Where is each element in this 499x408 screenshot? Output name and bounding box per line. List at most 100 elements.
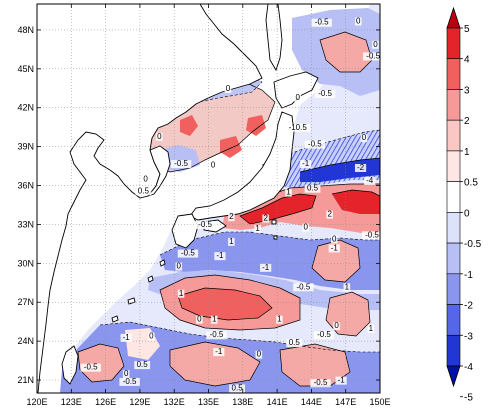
contour-label-bg [196, 315, 203, 324]
colorbar-tick-label: 0 [464, 208, 470, 219]
colorbar-band [446, 212, 461, 244]
sakhalin-island [265, 4, 283, 72]
contour-label-bg [354, 163, 367, 172]
contour-label-bg [148, 332, 155, 341]
korean-peninsula [146, 145, 171, 197]
lon-tick-label: 144E [301, 397, 322, 407]
contour-line [325, 291, 371, 337]
contour-label: 0 [303, 223, 308, 232]
contour-label: 0.5 [307, 184, 319, 193]
contour-label: 0 [362, 133, 367, 142]
izu-island [273, 235, 278, 240]
colorbar: 5 4 3 2 1 0.5 0 -0.5 -1 -2 -3 -4 -5 [446, 6, 482, 404]
colorbar-tick-label: -2 [464, 301, 473, 312]
contour-label: -0.5 [181, 249, 195, 258]
contour-label: -0.5 [296, 282, 310, 291]
mainland-asia [37, 4, 263, 393]
colorbar-bottom-arrow [446, 365, 461, 388]
contour-label-bg [354, 17, 362, 26]
contour-label-bg [209, 161, 217, 170]
ryukyu-island [111, 315, 119, 323]
contour-label: -1 [338, 376, 346, 385]
lat-tick-label: 42N [17, 103, 34, 113]
contour-line [299, 157, 380, 173]
contour-label: -0.5 [317, 330, 331, 339]
colorbar-band [446, 304, 461, 336]
taiwan-island [61, 345, 79, 385]
southern-red-west [78, 344, 124, 382]
colorbar-tick-label: -0.5 [464, 239, 482, 250]
contour-label: -0.5 [210, 330, 224, 339]
lat-tick-label: 30N [17, 258, 34, 268]
contour-label: 1 [277, 315, 282, 324]
contour-label-bg [362, 52, 384, 61]
contour-label: -0.5 [84, 363, 98, 372]
kuroshio-core-2 [332, 190, 380, 214]
contour-label-bg [335, 376, 347, 385]
contour-label: -0.5 [174, 159, 188, 168]
contour-label: 0 [149, 332, 154, 341]
longitude-axis: 120E 123E 126E 129E 132E 135E 138E 141E 144E 147E… [26, 4, 391, 407]
contour-label: 0 [373, 40, 378, 49]
contour-label: 0 [211, 160, 216, 169]
colorbar-band [446, 150, 461, 182]
colorbar-tick-label: -5 [464, 393, 473, 404]
colorbar-band [446, 334, 461, 367]
izu-island [271, 219, 277, 225]
contour-label-bg [255, 350, 263, 359]
colorbar-tick-label: 1 [464, 147, 470, 158]
contour-label: 0 [356, 16, 361, 25]
lat-tick-label: 27N [17, 297, 34, 307]
contour-label-bg [135, 187, 152, 196]
contour-label: 2 [327, 210, 332, 219]
southern-red-mid [170, 342, 260, 386]
sea-of-japan-red-1 [180, 115, 198, 136]
lon-tick-label: 147E [335, 397, 356, 407]
contour-label: 0 [226, 84, 231, 93]
contour-label-bg [260, 263, 272, 272]
contour-label-bg [311, 18, 332, 27]
contour-label: 0 [143, 175, 148, 184]
contour-label-bg [328, 244, 340, 253]
contour-label: -0.5 [314, 378, 328, 387]
contour-label-bg [304, 140, 326, 149]
contour-label: 0 [157, 132, 162, 141]
contour-label: -1 [302, 159, 310, 168]
contour-label: 1 [229, 237, 234, 246]
lat-tick-label: 33N [17, 219, 34, 229]
contour-line [319, 31, 373, 73]
contour-label-bg [213, 348, 225, 357]
okhotsk-red [320, 32, 372, 72]
ryukyu-island [159, 259, 166, 267]
contour-label-bg [330, 235, 338, 244]
contour-label: 0.5 [232, 383, 244, 392]
contour-label-bg [177, 249, 199, 258]
contour-label-bg [276, 315, 283, 324]
colorbar-band [446, 58, 461, 90]
colorbar-tick-label: -1 [464, 270, 473, 281]
lon-tick-label: 141E [267, 397, 288, 407]
contour-label: -0.5 [315, 18, 329, 27]
contour-label-bg [333, 322, 340, 331]
contour-label-bg [142, 175, 149, 184]
lat-tick-label: 36N [17, 181, 34, 191]
contour-line [177, 287, 273, 321]
contour-label: -1 [123, 333, 131, 342]
lat-tick-label: 45N [17, 64, 34, 74]
coastlines [37, 4, 319, 393]
contour-label-bg [177, 289, 185, 298]
contour-label-bg [194, 221, 216, 230]
sea-of-japan-red-2 [246, 115, 266, 136]
contour-label: 1 [212, 315, 217, 324]
contour-label: -0.5 [365, 230, 379, 239]
colorbar-tick-label: 4 [464, 55, 470, 66]
southern-red-east [280, 344, 350, 386]
contour-line [311, 239, 361, 283]
contour-label: -1 [216, 251, 224, 260]
contour-label-bg [134, 361, 151, 370]
contour-label-bg [314, 90, 336, 99]
contour-line [159, 231, 380, 256]
lon-tick-label: 150E [369, 397, 390, 407]
contour-label: 0 [177, 262, 182, 271]
contour-label-bg [122, 370, 130, 379]
